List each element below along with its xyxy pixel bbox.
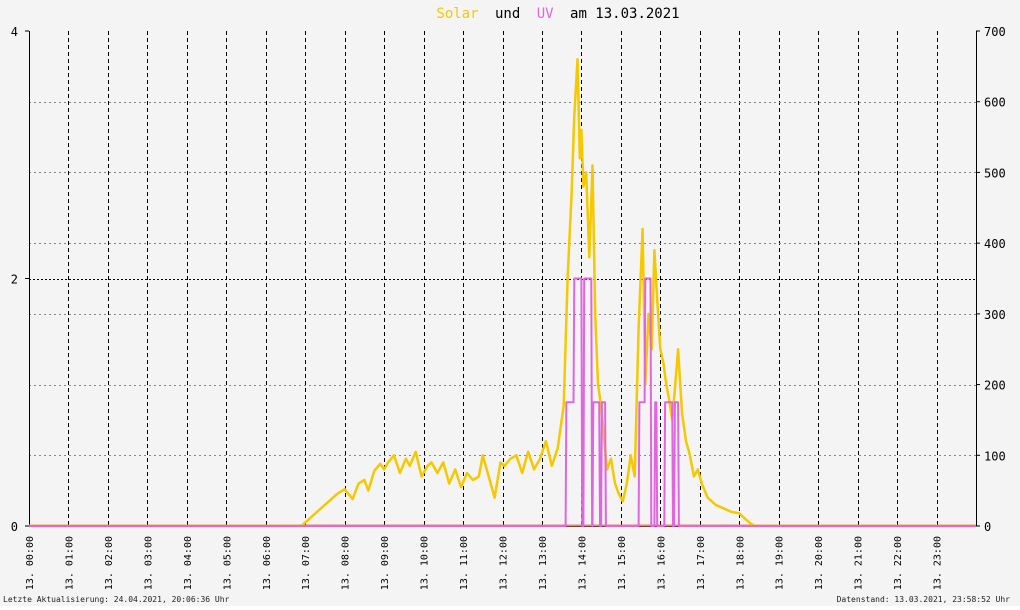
title-and-word: und <box>495 6 520 22</box>
title-date-text: am 13.03.2021 <box>570 6 680 22</box>
x-tick-label: 13. 02:00 <box>104 536 115 590</box>
x-tick-label: 13. 04:00 <box>183 536 194 590</box>
x-tick-label: 13. 03:00 <box>143 536 154 590</box>
footer-last-update: Letzte Aktualisierung: 24.04.2021, 20:06… <box>3 595 230 604</box>
x-tick-label: 13. 22:00 <box>893 536 904 590</box>
x-tick-label: 13. 13:00 <box>538 536 549 590</box>
x-tick-label: 13. 16:00 <box>656 536 667 590</box>
x-tick-label: 13. 20:00 <box>814 536 825 590</box>
y-right-tick-label: 400 <box>984 237 1006 251</box>
y-left-tick-label: 4 <box>11 25 18 39</box>
tick-labels: 0 2 4 0 100 200 300 400 500 600 700 13. 00:00 13. 01… <box>11 25 1006 590</box>
title-solar-word: Solar <box>436 6 478 22</box>
x-tick-label: 13. 14:00 <box>577 536 588 590</box>
y-right-tick-label: 700 <box>984 25 1006 39</box>
x-tick-label: 13. 18:00 <box>735 536 746 590</box>
title-uv-word: UV <box>537 6 554 22</box>
x-tick-label: 13. 19:00 <box>775 536 786 590</box>
x-tick-label: 13. 10:00 <box>420 536 431 590</box>
y-right-tick-label: 100 <box>984 449 1006 463</box>
x-tick-label: 13. 06:00 <box>262 536 273 590</box>
x-tick-label: 13. 09:00 <box>380 536 391 590</box>
x-tick-label: 13. 00:00 <box>25 536 36 590</box>
chart-title: Solar und UV am 13.03.2021 <box>436 6 679 22</box>
x-tick-label: 13. 01:00 <box>64 536 75 590</box>
x-tick-label: 13. 05:00 <box>222 536 233 590</box>
series-line-uv <box>29 277 976 527</box>
x-tick-label: 13. 23:00 <box>933 536 944 590</box>
y-right-tick-label: 600 <box>984 96 1006 110</box>
x-tick-label: 13. 17:00 <box>696 536 707 590</box>
y-right-tick-label: 200 <box>984 379 1006 393</box>
y-right-tick-label: 0 <box>984 520 991 534</box>
x-tick-label: 13. 12:00 <box>499 536 510 590</box>
x-tick-label: 13. 11:00 <box>459 536 470 590</box>
series-line-solar <box>29 58 976 528</box>
grid-lines <box>29 31 976 526</box>
footer-data-status: Datenstand: 13.03.2021, 23:58:52 Uhr <box>836 595 1010 604</box>
y-left-tick-label: 2 <box>11 273 18 287</box>
series-lines <box>29 58 976 528</box>
x-tick-label: 13. 21:00 <box>854 536 865 590</box>
x-tick-label: 13. 08:00 <box>341 536 352 590</box>
y-right-tick-label: 500 <box>984 166 1006 180</box>
x-tick-label: 13. 07:00 <box>301 536 312 590</box>
x-tick-label: 13. 15:00 <box>617 536 628 590</box>
plot-area <box>29 31 976 526</box>
y-right-tick-label: 300 <box>984 308 1006 322</box>
y-left-tick-label: 0 <box>11 520 18 534</box>
